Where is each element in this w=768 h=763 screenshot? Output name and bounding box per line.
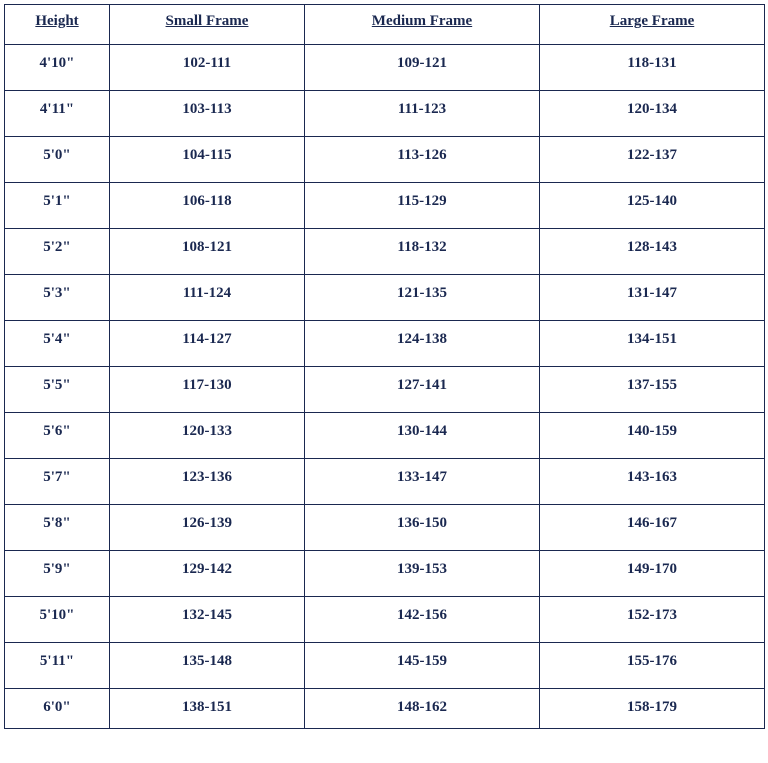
cell-medium: 121-135 [305, 275, 540, 321]
cell-medium: 148-162 [305, 689, 540, 729]
cell-large: 143-163 [540, 459, 765, 505]
cell-medium: 145-159 [305, 643, 540, 689]
cell-medium: 118-132 [305, 229, 540, 275]
cell-small: 120-133 [110, 413, 305, 459]
col-header-large-frame: Large Frame [540, 5, 765, 45]
cell-small: 114-127 [110, 321, 305, 367]
table-body: 4'10"102-111109-121118-131 4'11"103-1131… [5, 45, 765, 729]
cell-large: 140-159 [540, 413, 765, 459]
cell-large: 149-170 [540, 551, 765, 597]
cell-height: 5'1" [5, 183, 110, 229]
cell-medium: 113-126 [305, 137, 540, 183]
cell-height: 5'6" [5, 413, 110, 459]
table-row: 5'3"111-124121-135131-147 [5, 275, 765, 321]
table-row: 5'0"104-115113-126122-137 [5, 137, 765, 183]
cell-large: 158-179 [540, 689, 765, 729]
cell-height: 5'3" [5, 275, 110, 321]
cell-large: 131-147 [540, 275, 765, 321]
table-row: 5'9"129-142139-153149-170 [5, 551, 765, 597]
col-header-medium-frame: Medium Frame [305, 5, 540, 45]
col-header-height: Height [5, 5, 110, 45]
cell-medium: 142-156 [305, 597, 540, 643]
cell-medium: 109-121 [305, 45, 540, 91]
cell-height: 5'10" [5, 597, 110, 643]
cell-height: 5'7" [5, 459, 110, 505]
cell-small: 123-136 [110, 459, 305, 505]
cell-medium: 136-150 [305, 505, 540, 551]
cell-small: 108-121 [110, 229, 305, 275]
cell-large: 155-176 [540, 643, 765, 689]
cell-medium: 111-123 [305, 91, 540, 137]
cell-height: 5'2" [5, 229, 110, 275]
cell-large: 152-173 [540, 597, 765, 643]
cell-height: 4'10" [5, 45, 110, 91]
table-row: 5'2"108-121118-132128-143 [5, 229, 765, 275]
cell-small: 132-145 [110, 597, 305, 643]
cell-small: 111-124 [110, 275, 305, 321]
cell-medium: 124-138 [305, 321, 540, 367]
table-row: 5'11"135-148145-159155-176 [5, 643, 765, 689]
cell-small: 129-142 [110, 551, 305, 597]
cell-small: 103-113 [110, 91, 305, 137]
table-row: 5'4"114-127124-138134-151 [5, 321, 765, 367]
table-row: 6'0"138-151148-162158-179 [5, 689, 765, 729]
table-row: 4'10"102-111109-121118-131 [5, 45, 765, 91]
cell-medium: 115-129 [305, 183, 540, 229]
cell-small: 135-148 [110, 643, 305, 689]
cell-large: 128-143 [540, 229, 765, 275]
cell-large: 120-134 [540, 91, 765, 137]
cell-height: 4'11" [5, 91, 110, 137]
table-row: 5'10"132-145142-156152-173 [5, 597, 765, 643]
cell-large: 118-131 [540, 45, 765, 91]
cell-small: 106-118 [110, 183, 305, 229]
cell-large: 146-167 [540, 505, 765, 551]
table-row: 4'11"103-113111-123120-134 [5, 91, 765, 137]
table-row: 5'1"106-118115-129125-140 [5, 183, 765, 229]
cell-height: 5'0" [5, 137, 110, 183]
cell-small: 117-130 [110, 367, 305, 413]
cell-medium: 133-147 [305, 459, 540, 505]
cell-height: 5'9" [5, 551, 110, 597]
cell-small: 126-139 [110, 505, 305, 551]
cell-large: 137-155 [540, 367, 765, 413]
table-row: 5'5"117-130127-141137-155 [5, 367, 765, 413]
cell-small: 104-115 [110, 137, 305, 183]
height-weight-frame-table: Height Small Frame Medium Frame Large Fr… [4, 4, 765, 729]
cell-medium: 139-153 [305, 551, 540, 597]
cell-small: 102-111 [110, 45, 305, 91]
cell-height: 6'0" [5, 689, 110, 729]
col-header-small-frame: Small Frame [110, 5, 305, 45]
cell-height: 5'11" [5, 643, 110, 689]
table-header-row: Height Small Frame Medium Frame Large Fr… [5, 5, 765, 45]
table-row: 5'6"120-133130-144140-159 [5, 413, 765, 459]
cell-small: 138-151 [110, 689, 305, 729]
table-row: 5'8"126-139136-150146-167 [5, 505, 765, 551]
table-row: 5'7"123-136133-147143-163 [5, 459, 765, 505]
cell-large: 125-140 [540, 183, 765, 229]
cell-large: 134-151 [540, 321, 765, 367]
cell-medium: 130-144 [305, 413, 540, 459]
cell-large: 122-137 [540, 137, 765, 183]
cell-height: 5'4" [5, 321, 110, 367]
cell-height: 5'8" [5, 505, 110, 551]
cell-medium: 127-141 [305, 367, 540, 413]
cell-height: 5'5" [5, 367, 110, 413]
